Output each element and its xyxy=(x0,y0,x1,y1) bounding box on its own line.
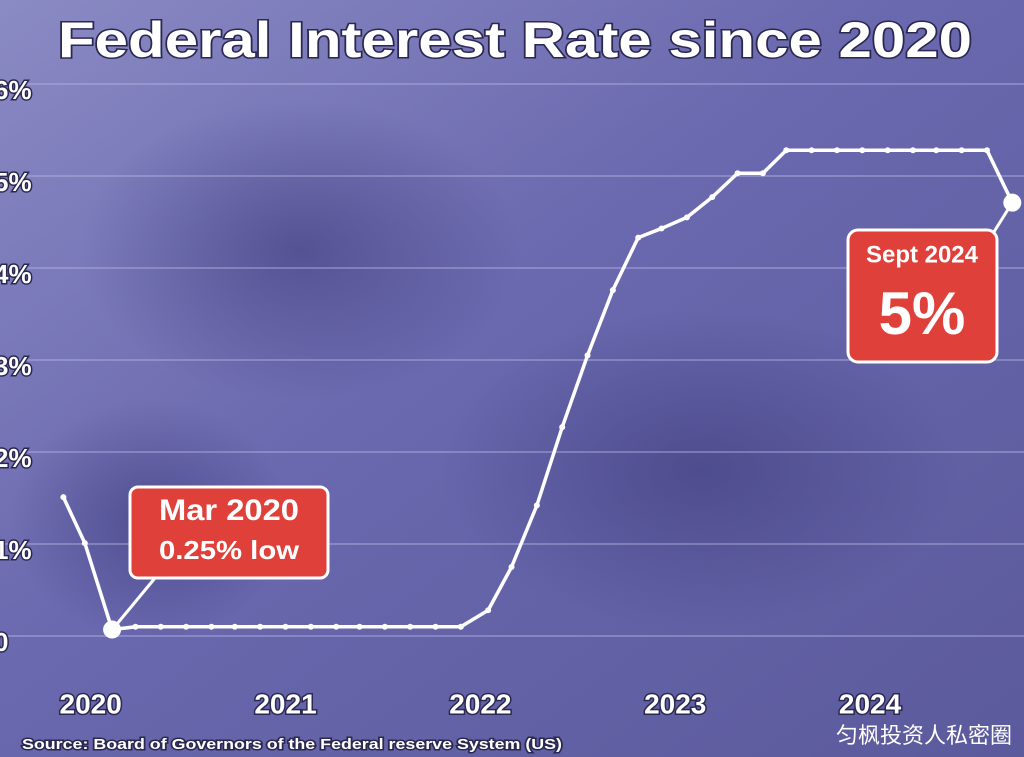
watermark: 匀枫投资人私密圈 xyxy=(836,723,1012,748)
point xyxy=(432,623,439,630)
point xyxy=(683,214,690,221)
y-tick-label: 5% xyxy=(0,167,32,197)
point xyxy=(157,623,164,630)
point xyxy=(485,607,492,614)
point xyxy=(257,623,264,630)
annotation-text: 5% xyxy=(879,280,966,347)
y-tick-label: 3% xyxy=(0,351,32,381)
point xyxy=(132,623,139,630)
annotation-box xyxy=(128,485,330,580)
point xyxy=(307,623,314,630)
point xyxy=(356,623,363,630)
source: Source: Board of Governors of the Federa… xyxy=(22,736,562,753)
point xyxy=(734,170,741,177)
point xyxy=(884,147,891,154)
point xyxy=(333,623,340,630)
point xyxy=(1003,193,1022,212)
point xyxy=(508,564,515,570)
y-tick-label: 6% xyxy=(0,75,32,105)
annotation-text: 0.25% low xyxy=(159,535,300,565)
background-shade xyxy=(440,310,960,630)
annotation-title: Mar 2020 xyxy=(159,494,299,527)
x-tick-label: 2023 xyxy=(644,688,706,719)
point xyxy=(381,623,388,630)
y-tick-label: 1% xyxy=(0,535,32,565)
point xyxy=(183,623,190,630)
annotation-box xyxy=(846,228,999,364)
point xyxy=(208,623,215,630)
y-tick-label: 0 xyxy=(0,627,8,657)
point xyxy=(609,287,616,294)
plot xyxy=(60,147,1022,639)
point xyxy=(958,147,965,154)
point xyxy=(457,623,464,630)
point xyxy=(635,234,642,241)
x-tick-label: 2021 xyxy=(254,688,316,719)
x-tick-label: 2022 xyxy=(449,688,511,719)
chart-title: Federal Interest Rate since 2020 xyxy=(58,12,972,68)
point xyxy=(759,170,766,177)
point xyxy=(282,623,289,630)
y-tick-label: 4% xyxy=(0,259,32,289)
point xyxy=(783,147,790,154)
point xyxy=(933,147,940,154)
y-tick-label: 2% xyxy=(0,443,32,473)
annotation-sept-2024: Sept 2024 5% xyxy=(846,202,1014,364)
point xyxy=(60,494,67,501)
point xyxy=(833,147,840,154)
point xyxy=(584,352,591,359)
point xyxy=(808,147,815,154)
point xyxy=(407,623,414,630)
point xyxy=(859,147,866,154)
point xyxy=(709,194,716,201)
annotation-mar-2020: Mar 2020 0.25% low xyxy=(110,485,330,631)
point xyxy=(81,540,88,547)
point xyxy=(909,147,916,154)
annotation-connector xyxy=(990,202,1014,236)
point xyxy=(658,225,665,232)
point xyxy=(559,424,566,431)
background-shade xyxy=(80,100,520,400)
annotation-title: Sept 2024 xyxy=(866,241,979,268)
x-tick-label: 2020 xyxy=(60,688,122,719)
point xyxy=(533,502,540,509)
point xyxy=(231,623,238,630)
point xyxy=(983,147,990,154)
x-tick-label: 2024 xyxy=(839,688,902,719)
annotation-connector xyxy=(110,577,157,631)
